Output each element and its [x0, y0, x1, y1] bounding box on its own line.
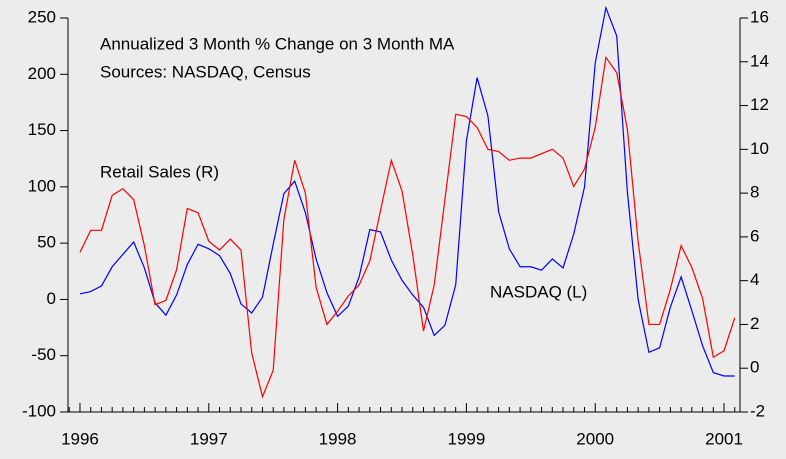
annotation: Sources: NASDAQ, Census [100, 62, 311, 81]
x-tick-label: 1998 [319, 429, 357, 448]
y2-tick-label: -2 [750, 401, 765, 420]
y-tick-label: 0 [47, 289, 56, 308]
y2-tick-label: 10 [750, 139, 769, 158]
y2-tick-label: 4 [750, 270, 759, 289]
x-tick-label: 2000 [576, 429, 614, 448]
y-tick-label: 100 [28, 176, 56, 195]
annotation: Annualized 3 Month % Change on 3 Month M… [100, 34, 455, 53]
annotation: Retail Sales (R) [100, 162, 219, 181]
y-tick-label: -100 [22, 401, 56, 420]
y-tick-label: 200 [28, 64, 56, 83]
series-line [79, 5, 735, 377]
y2-tick-label: 14 [750, 51, 769, 70]
x-tick-label: 2001 [705, 429, 743, 448]
y-tick-label: -50 [31, 345, 56, 364]
y2-tick-label: 6 [750, 226, 759, 245]
y2-tick-label: 8 [750, 183, 759, 202]
annotation: NASDAQ (L) [490, 282, 587, 301]
series-line [79, 55, 736, 399]
x-tick-label: 1996 [61, 429, 99, 448]
y2-tick-label: 0 [750, 358, 759, 377]
x-tick-label: 1997 [190, 429, 228, 448]
y-tick-label: 150 [28, 120, 56, 139]
y2-tick-label: 16 [750, 7, 769, 26]
y2-tick-label: 2 [750, 314, 759, 333]
x-tick-label: 1999 [447, 429, 485, 448]
y-tick-label: 50 [37, 233, 56, 252]
y2-tick-label: 12 [750, 95, 769, 114]
y-tick-label: 250 [28, 7, 56, 26]
